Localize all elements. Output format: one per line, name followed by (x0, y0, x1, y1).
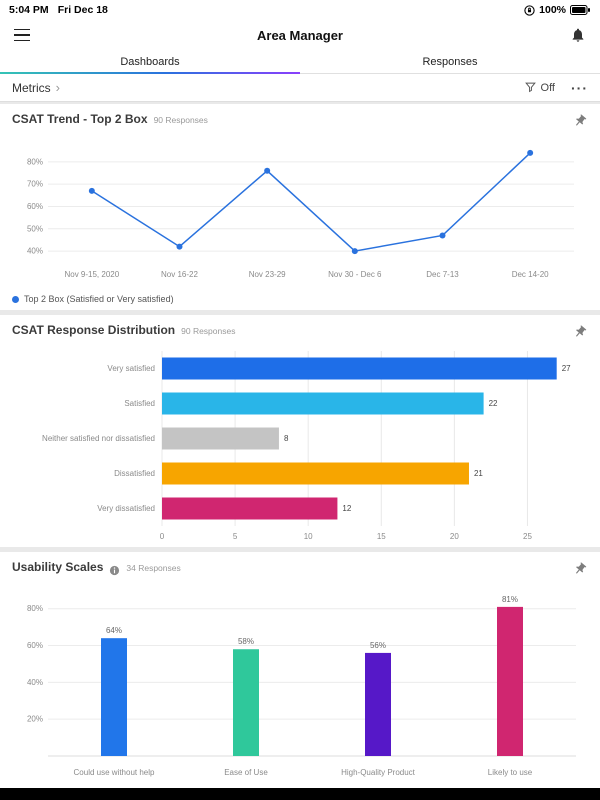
svg-text:22: 22 (489, 399, 498, 408)
svg-text:70%: 70% (27, 180, 43, 189)
page-title: Area Manager (257, 27, 343, 43)
svg-text:21: 21 (474, 469, 483, 478)
svg-text:56%: 56% (370, 641, 386, 650)
svg-text:5: 5 (233, 532, 238, 541)
battery-icon (570, 5, 590, 15)
filter-button[interactable]: Off (524, 81, 555, 94)
svg-text:15: 15 (377, 532, 386, 541)
tab-responses[interactable]: Responses (300, 50, 600, 73)
tab-bar: Dashboards Responses (0, 50, 600, 74)
info-icon[interactable] (109, 565, 120, 576)
battery-percent: 100% (539, 4, 566, 16)
svg-text:40%: 40% (27, 247, 43, 256)
card-csat-distribution: CSAT Response Distribution 90 Responses … (0, 315, 600, 547)
svg-text:27: 27 (562, 364, 571, 373)
status-date: Fri Dec 18 (57, 4, 108, 16)
card-header: CSAT Trend - Top 2 Box 90 Responses (12, 112, 588, 132)
pin-button[interactable] (572, 324, 588, 343)
breadcrumb-label: Metrics (12, 80, 51, 95)
pin-button[interactable] (572, 113, 588, 132)
svg-text:10: 10 (304, 532, 313, 541)
svg-text:12: 12 (342, 504, 351, 513)
home-indicator (0, 788, 600, 800)
svg-text:60%: 60% (27, 641, 43, 650)
svg-text:20%: 20% (27, 715, 43, 724)
svg-text:Likely to use: Likely to use (488, 768, 533, 777)
svg-text:Nov 30 - Dec 6: Nov 30 - Dec 6 (328, 270, 382, 279)
svg-text:80%: 80% (27, 604, 43, 613)
svg-text:Dissatisfied: Dissatisfied (114, 469, 155, 478)
csat-distribution-bar-chart: 0 5 10 15 20 25 Very satisfied 27 Satisfied 22 Nei… (42, 351, 571, 541)
pin-icon (576, 325, 587, 336)
toolbar-actions: Off ··· (524, 80, 588, 96)
csat-trend-line-chart: 40% 50% 60% 70% 80% Nov 9-15, 2020 Nov 16-22 No… (27, 149, 574, 279)
svg-text:81%: 81% (502, 595, 518, 604)
breadcrumb-metrics[interactable]: Metrics › (12, 80, 60, 95)
svg-text:Neither satisfied nor dissatis: Neither satisfied nor dissatisfied (42, 434, 155, 443)
responses-count: 90 Responses (181, 326, 236, 336)
status-left: 5:04 PM Fri Dec 18 (9, 4, 108, 16)
status-right: 100% (524, 4, 591, 16)
svg-text:0: 0 (160, 532, 165, 541)
hamburger-icon (14, 28, 30, 42)
svg-text:Nov 23-29: Nov 23-29 (249, 270, 286, 279)
chart-legend: Top 2 Box (Satisfied or Very satisfied) (12, 292, 588, 306)
chevron-right-icon: › (55, 80, 61, 95)
status-bar: 5:04 PM Fri Dec 18 100% (0, 0, 600, 20)
responses-count: 34 Responses (126, 563, 181, 573)
card-header: Usability Scales 34 Responses (12, 560, 588, 580)
notifications-button[interactable] (568, 25, 588, 45)
svg-text:High-Quality Product: High-Quality Product (341, 768, 416, 777)
svg-text:Satisfied: Satisfied (124, 399, 155, 408)
svg-text:Dec 7-13: Dec 7-13 (426, 270, 459, 279)
tab-responses-label: Responses (422, 55, 478, 68)
svg-text:20: 20 (450, 532, 459, 541)
tab-dashboards[interactable]: Dashboards (0, 50, 300, 74)
legend-label: Top 2 Box (Satisfied or Very satisfied) (24, 294, 174, 304)
svg-text:Dec 14-20: Dec 14-20 (512, 270, 549, 279)
more-options-button[interactable]: ··· (571, 79, 588, 96)
pin-button[interactable] (572, 561, 588, 580)
svg-text:64%: 64% (106, 626, 122, 635)
filter-funnel-icon (524, 82, 536, 93)
menu-button[interactable] (12, 27, 32, 44)
usability-bar-chart: 20% 40% 60% 80% 64% Could use without help 58%… (27, 595, 576, 777)
svg-text:80%: 80% (27, 157, 43, 166)
metrics-toolbar: Metrics › Off ··· (0, 74, 600, 102)
app-header: Area Manager (0, 20, 600, 50)
svg-text:50%: 50% (27, 224, 43, 233)
svg-text:25: 25 (523, 532, 532, 541)
svg-text:Could use without help: Could use without help (74, 768, 155, 777)
legend-dot (12, 295, 19, 303)
status-time: 5:04 PM (9, 4, 49, 16)
bell-icon (572, 28, 584, 42)
card-csat-trend: CSAT Trend - Top 2 Box 90 Responses 40% 5… (0, 104, 600, 310)
filter-state-label: Off (540, 81, 555, 94)
responses-count: 90 Responses (153, 115, 208, 125)
svg-text:Very satisfied: Very satisfied (107, 364, 155, 373)
svg-text:58%: 58% (238, 637, 254, 646)
card-title-usability: Usability Scales (12, 560, 104, 574)
svg-text:60%: 60% (27, 202, 43, 211)
svg-text:Very dissatisfied: Very dissatisfied (97, 504, 155, 513)
dashboard-content: CSAT Trend - Top 2 Box 90 Responses 40% 5… (0, 102, 600, 788)
orientation-lock-icon (524, 4, 535, 16)
card-header: CSAT Response Distribution 90 Responses (12, 323, 588, 343)
svg-text:Ease of Use: Ease of Use (224, 768, 268, 777)
pin-icon (576, 114, 587, 125)
tab-dashboards-label: Dashboards (120, 55, 180, 68)
svg-text:40%: 40% (27, 678, 43, 687)
svg-text:Nov 16-22: Nov 16-22 (161, 270, 198, 279)
svg-text:Nov 9-15, 2020: Nov 9-15, 2020 (64, 270, 119, 279)
card-title-csat-distribution: CSAT Response Distribution (12, 323, 176, 337)
card-title-csat-trend: CSAT Trend - Top 2 Box (12, 112, 148, 126)
card-usability-scales: Usability Scales 34 Responses 20% 40% 60% 8… (0, 552, 600, 788)
pin-icon (576, 562, 587, 573)
svg-text:8: 8 (284, 434, 289, 443)
